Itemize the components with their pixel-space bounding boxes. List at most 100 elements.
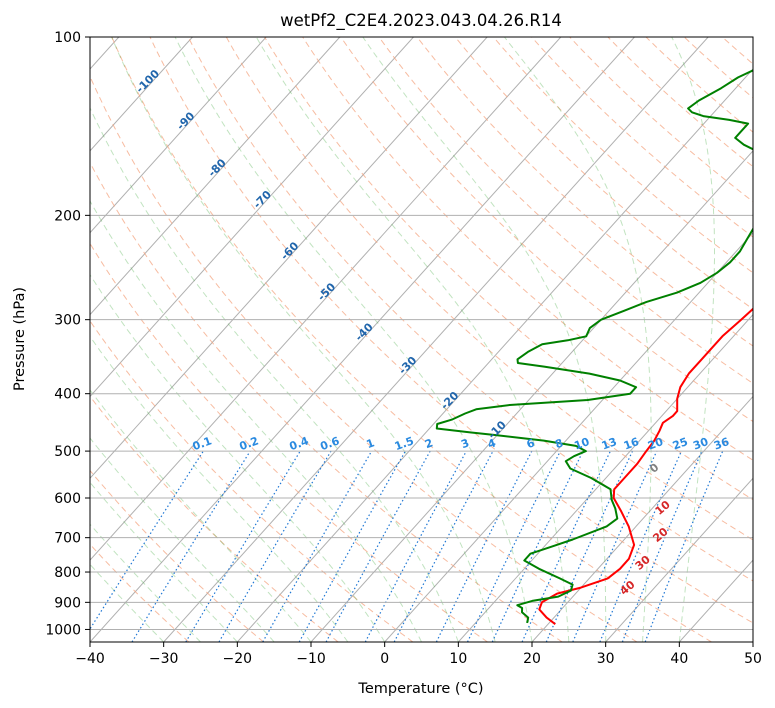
isotherm-line [90, 37, 414, 398]
dry-adiabat-line [111, 37, 712, 642]
dry-adiabat-line [90, 320, 414, 642]
isotherm-line [90, 37, 267, 234]
isotherm-line [90, 37, 562, 561]
mixing-ratio-line [572, 450, 658, 642]
moist-adiabat-line [504, 37, 652, 642]
profile-series [435, 69, 753, 625]
mixing-ratio-line [599, 450, 682, 642]
x-tick-label: −40 [75, 651, 105, 667]
moist-adiabat-line [90, 437, 275, 642]
y-axis: 100 200 300 400 500 600 700 800 900 1000 [45, 30, 90, 638]
isotherm-line [605, 477, 753, 642]
moist-adiabat-line [362, 37, 607, 642]
x-tick-label: −20 [223, 651, 253, 667]
isotherm-line [457, 313, 753, 642]
mixing-ratio-label: 13 [600, 435, 619, 452]
x-axis-title: Temperature (°C) [357, 681, 483, 697]
chart-title: wetPf2_C2E4.2023.043.04.26.R14 [280, 11, 562, 31]
isotherm-line [310, 150, 753, 642]
isotherm-line [163, 37, 709, 642]
mixing-ratio-line [298, 450, 406, 642]
y-tick-label: 700 [54, 531, 81, 547]
moist-adiabat-line [90, 389, 312, 642]
isotherm-line [236, 68, 753, 642]
dry-adiabat-line [90, 161, 563, 642]
moist-adiabat-line [90, 273, 386, 642]
dry-adiabat-line [90, 469, 264, 642]
mixing-ratio-label: 3 [459, 436, 471, 451]
y-tick-label: 500 [54, 444, 81, 460]
mixing-ratio-label: 0.4 [288, 434, 311, 453]
dry-adiabat-line [761, 37, 775, 642]
y-tick-label: 800 [54, 565, 81, 581]
mixing-ratio-label: 0.6 [318, 434, 341, 453]
x-tick-label: 20 [523, 651, 541, 667]
x-tick-label: 50 [744, 651, 762, 667]
moist-adiabat-line [111, 37, 496, 642]
x-tick-label: 10 [449, 651, 467, 667]
pressure-gridlines [90, 37, 753, 630]
dewpoint-profile-line [435, 69, 753, 624]
y-axis-title: Pressure (hPa) [12, 287, 28, 391]
mixing-ratio-label: 1.5 [393, 434, 416, 453]
y-tick-label: 1000 [45, 622, 81, 638]
isotherm-line [752, 641, 753, 642]
isotherm-line [384, 231, 753, 642]
x-tick-label: −10 [296, 651, 326, 667]
mixing-ratio-line [131, 450, 251, 642]
mixing-ratio-line [435, 450, 533, 642]
mixing-ratio-label: 10 [572, 435, 591, 453]
dry-adiabat-line [149, 37, 753, 624]
x-tick-label: 0 [380, 651, 389, 667]
y-tick-label: 300 [54, 313, 81, 329]
isotherm-line [90, 37, 635, 642]
mixing-ratio-label: 0.1 [191, 434, 214, 453]
x-tick-label: 40 [670, 651, 688, 667]
x-tick-label: 30 [597, 651, 615, 667]
dry-adiabat-line [454, 37, 753, 310]
moist-adiabat-line [255, 37, 570, 642]
isotherm-line [90, 37, 488, 480]
isotherm-line [531, 395, 753, 642]
plot-frame [89, 36, 754, 643]
moist-adiabat-line [90, 199, 422, 642]
moist-adiabat-line [90, 106, 459, 642]
mixing-ratio-line [545, 450, 634, 642]
isotherm-line [90, 37, 341, 316]
isotherm-line [90, 37, 193, 152]
mixing-ratio-label: 30 [691, 435, 710, 453]
mixing-ratio-label: 4 [486, 436, 498, 451]
y-tick-label: 200 [54, 208, 81, 224]
temperature-profile-line [538, 307, 753, 625]
y-tick-label: 100 [54, 30, 81, 46]
mixing-ratio-label: 2 [423, 436, 435, 451]
moist-adiabat-line [671, 37, 715, 642]
dry-adiabat-line [416, 37, 753, 347]
mixing-ratio-label: 20 [646, 435, 665, 453]
mixing-ratio-line [90, 450, 204, 631]
mixing-ratio-line [621, 450, 703, 642]
y-tick-label: 600 [54, 491, 81, 507]
mixing-ratio-label: 25 [671, 435, 690, 452]
mixing-ratio-label: 6 [525, 436, 537, 451]
y-tick-label: 900 [54, 595, 81, 611]
background-lines [90, 37, 775, 642]
mixing-ratio-label: 1 [365, 436, 377, 451]
y-tick-label: 400 [54, 387, 81, 403]
dry-adiabat-line [90, 395, 339, 642]
moist-adiabat-line [174, 37, 533, 642]
dry-adiabat-line [90, 543, 190, 642]
moist-adiabat-line [90, 335, 349, 642]
mixing-ratio-label: 36 [712, 435, 731, 453]
mixing-ratio-label: 0.2 [238, 434, 261, 453]
mixing-ratio-label: 16 [622, 435, 641, 453]
mixing-ratio-line [325, 450, 431, 642]
mixing-ratio-line [644, 450, 724, 642]
mixing-ratio-line [364, 450, 467, 642]
mixing-ratio-label: 8 [553, 436, 565, 451]
x-tick-label: −30 [149, 651, 179, 667]
dry-adiabat-line [90, 242, 488, 642]
moist-adiabat-line [90, 481, 238, 642]
x-axis: −40 −30 −20 −10 0 10 20 30 40 50 [75, 642, 762, 667]
